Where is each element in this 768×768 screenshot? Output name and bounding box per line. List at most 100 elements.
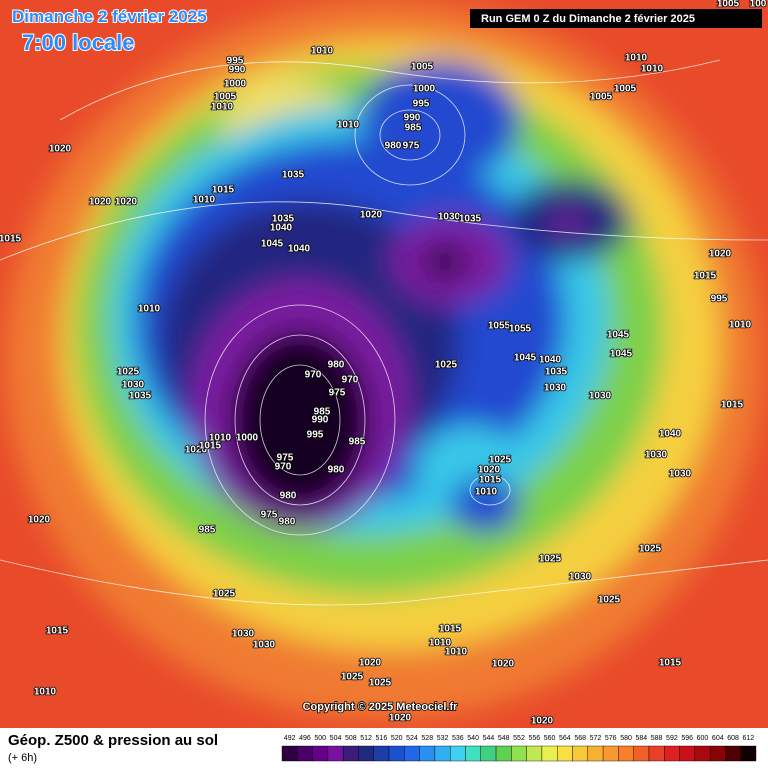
- scale-label: 556: [528, 735, 540, 742]
- scale-label: 584: [635, 735, 647, 742]
- pressure-label: 1025: [598, 595, 621, 606]
- pressure-label: 995: [711, 294, 728, 305]
- scale-label: 540: [467, 735, 479, 742]
- pressure-label: 1010: [641, 64, 664, 75]
- scale-label: 508: [345, 735, 357, 742]
- pressure-label: 1040: [659, 429, 682, 440]
- pressure-label: 1020: [28, 515, 51, 526]
- run-box: [470, 9, 762, 28]
- scale-label: 560: [544, 735, 556, 742]
- scale-swatch: [572, 745, 589, 762]
- scale-swatch: [648, 745, 665, 762]
- pressure-label: 1015: [721, 400, 744, 411]
- run-info: Run GEM 0 Z du Dimanche 2 février 2025: [481, 13, 695, 25]
- scale-swatch: [449, 745, 466, 762]
- pressure-label: 1000: [236, 433, 259, 444]
- pressure-label: 1005: [614, 84, 637, 95]
- scale-label: 612: [743, 735, 755, 742]
- scale-swatch: [679, 745, 696, 762]
- scale-label: 572: [590, 735, 602, 742]
- pressure-label: 1010: [475, 487, 498, 498]
- scale-swatch: [541, 745, 558, 762]
- scale-label: 536: [452, 735, 464, 742]
- pressure-label: 980: [328, 360, 345, 371]
- pressure-label: 1020: [709, 249, 732, 260]
- scale-label: 552: [513, 735, 525, 742]
- date-title: Dimanche 2 février 2025: [12, 7, 207, 26]
- scale-swatch: [480, 745, 497, 762]
- scale-swatch: [434, 745, 451, 762]
- pressure-label: 1030: [253, 640, 276, 651]
- pressure-label: 1020: [492, 659, 515, 670]
- scale-swatch: [694, 745, 711, 762]
- pressure-label: 1030: [669, 469, 692, 480]
- time-title: 7:00 locale: [22, 30, 135, 55]
- scale-label: 592: [666, 735, 678, 742]
- pressure-label: 970: [275, 462, 292, 473]
- scale-label: 520: [391, 735, 403, 742]
- scale-swatch: [725, 745, 741, 762]
- pressure-label: 990: [312, 415, 329, 426]
- scale-label: 532: [437, 735, 449, 742]
- pressure-label: 1030: [544, 383, 567, 394]
- pressure-label: 980: [385, 141, 402, 152]
- pressure-label: 970: [305, 370, 322, 381]
- pressure-label: 1020: [531, 716, 554, 727]
- pressure-label: 1025: [435, 360, 458, 371]
- pressure-label: 1020: [185, 445, 208, 456]
- scale-label: 596: [681, 735, 693, 742]
- scale-swatch: [465, 745, 481, 762]
- scale-swatch: [419, 745, 436, 762]
- scale-label: 608: [727, 735, 739, 742]
- pressure-label: 1000: [224, 79, 247, 90]
- pressure-label: 1010: [337, 120, 360, 131]
- scale-swatch: [618, 745, 634, 762]
- pressure-label: 1005: [214, 92, 237, 103]
- pressure-label: 1040: [270, 223, 293, 234]
- pressure-label: 1010: [209, 433, 232, 444]
- pressure-label: 1020: [115, 197, 138, 208]
- pressure-label: 1015: [659, 658, 682, 669]
- scale-swatch: [281, 745, 298, 762]
- pressure-label: 1020: [389, 713, 412, 724]
- scale-label: 496: [299, 735, 311, 742]
- pressure-label: 1010: [138, 304, 161, 315]
- pressure-label: 1020: [478, 465, 501, 476]
- pressure-label: 1010: [211, 102, 234, 113]
- pressure-label: 985: [314, 407, 331, 418]
- pressure-label: 975: [329, 388, 346, 399]
- scale-label: 492: [284, 735, 296, 742]
- pressure-label: 980: [279, 517, 296, 528]
- pressure-label: 1045: [607, 330, 630, 341]
- pressure-label: 1045: [514, 353, 537, 364]
- pressure-label: 1045: [261, 239, 284, 250]
- pressure-label: 1015: [46, 626, 69, 637]
- scale-label: 604: [712, 735, 724, 742]
- pressure-label: 1015: [0, 234, 22, 245]
- pressure-label: 1035: [272, 214, 295, 225]
- scale-label: 576: [605, 735, 617, 742]
- pressure-label: 1010: [625, 53, 648, 64]
- pressure-label: 1030: [122, 380, 145, 391]
- pressure-label: 1020: [360, 210, 383, 221]
- pressure-labels: 1005 100101099599010001005101010051000995…: [0, 0, 768, 727]
- pressure-label: 1010: [429, 638, 452, 649]
- pressure-label: 1055: [509, 324, 532, 335]
- scale-label: 568: [574, 735, 586, 742]
- scale-label: 548: [498, 735, 510, 742]
- scale-swatch: [312, 745, 329, 762]
- map-field: 1005 100101099599010001005101010051000995…: [0, 0, 768, 728]
- pressure-label: 1005: [717, 0, 740, 10]
- scale-swatch: [664, 745, 680, 762]
- pressure-label: 1010: [311, 46, 334, 57]
- scale-label: 516: [376, 735, 388, 742]
- pressure-label: 1035: [282, 170, 305, 181]
- pressure-label: 990: [229, 65, 246, 76]
- pressure-label: 1010: [445, 647, 468, 658]
- pressure-label: 975: [261, 510, 278, 521]
- pressure-label: 975: [403, 141, 420, 152]
- scale-swatch: [709, 745, 726, 762]
- pressure-label: 995: [227, 56, 244, 67]
- pressure-label: 1020: [89, 197, 112, 208]
